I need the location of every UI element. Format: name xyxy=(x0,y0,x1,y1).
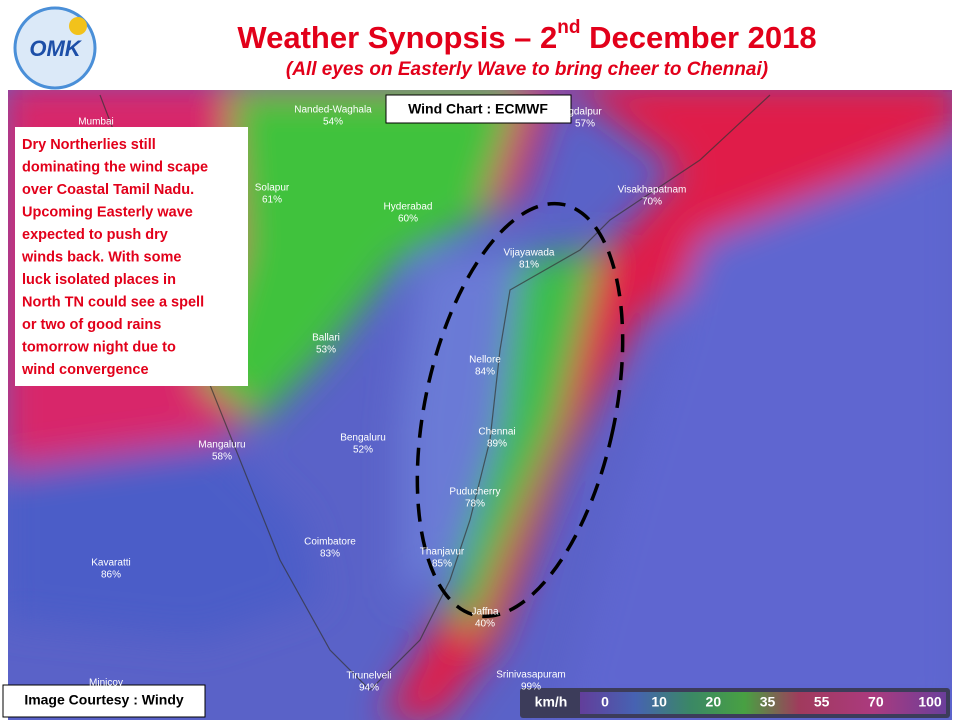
note-line: over Coastal Tamil Nadu. xyxy=(22,182,194,198)
city-humidity: 81% xyxy=(519,260,539,271)
note: Dry Northerlies still dominating the wind… xyxy=(21,137,208,378)
legend-unit: km/h xyxy=(535,694,568,710)
city-name: Kavaratti xyxy=(91,558,130,569)
subtitle: (All eyes on Easterly Wave to bring chee… xyxy=(286,59,768,80)
city-name: Solapur xyxy=(255,183,290,194)
city-name: Mumbai xyxy=(78,117,114,128)
city-humidity: 70% xyxy=(642,197,662,208)
title-sup: nd xyxy=(557,17,580,38)
city-name: Chennai xyxy=(478,427,515,438)
city-humidity: 52% xyxy=(353,445,373,456)
city-name: Mangaluru xyxy=(198,440,245,451)
city-name: Nellore xyxy=(469,355,501,366)
city-name: Vijayawada xyxy=(504,248,555,259)
city-humidity: 94% xyxy=(359,683,379,694)
city-humidity: 99% xyxy=(521,682,541,693)
chart-label-box xyxy=(385,94,572,124)
legend-step: 35 xyxy=(760,694,776,710)
legend-step: 100 xyxy=(918,694,942,710)
legend-step: 10 xyxy=(651,694,667,710)
logo: OMK xyxy=(13,6,97,90)
city-name: Thanjavur xyxy=(420,547,465,558)
city-humidity: 83% xyxy=(320,549,340,560)
city-name: Puducherry xyxy=(449,487,500,498)
wind-map xyxy=(8,90,952,720)
city-name: Bengaluru xyxy=(340,433,386,444)
credit: Image Courtesy : Windy xyxy=(24,692,184,708)
city-name: Ballari xyxy=(312,333,340,344)
note-line: wind convergence xyxy=(21,362,149,378)
legend-step: 70 xyxy=(868,694,884,710)
note-line: Dry Northerlies still xyxy=(22,137,156,153)
city-name: Jaffna xyxy=(471,607,498,618)
note-line: dominating the wind scape xyxy=(22,159,208,175)
note-line: Upcoming Easterly wave xyxy=(22,204,193,220)
note-box xyxy=(15,127,248,386)
city-name: Hyderabad xyxy=(384,202,433,213)
credit-box xyxy=(2,684,206,718)
chart-label: Wind Chart : ECMWF xyxy=(408,101,548,117)
city-name: Srinivasapuram xyxy=(496,670,565,681)
city-name: Nanded-Waghala xyxy=(294,105,372,116)
city-humidity: 86% xyxy=(101,570,121,581)
city-humidity: 40% xyxy=(475,619,495,630)
city-humidity: 84% xyxy=(475,367,495,378)
legend-step: 55 xyxy=(814,694,830,710)
city-humidity: 58% xyxy=(212,452,232,463)
city-humidity: 54% xyxy=(323,117,343,128)
city-humidity: 60% xyxy=(398,214,418,225)
city-humidity: 61% xyxy=(262,195,282,206)
city-name: Visakhapatnam xyxy=(618,185,687,196)
note-line: North TN could see a spell xyxy=(22,294,204,310)
title-part: Weather Synopsis – 2 xyxy=(237,20,557,55)
legend-step: 0 xyxy=(601,694,609,710)
city-name: gdalpur xyxy=(568,107,602,118)
title-part: December 2018 xyxy=(581,20,817,55)
logo-text: OMK xyxy=(29,36,82,61)
note-line: luck isolated places in xyxy=(22,272,176,288)
note-line: expected to push dry xyxy=(22,227,168,243)
legend-gradient xyxy=(580,692,946,714)
note-line: tomorrow night due to xyxy=(22,339,176,355)
title: Weather Synopsis – 2nd December 2018 xyxy=(237,17,816,55)
city-name: Tirunelveli xyxy=(346,671,391,682)
legend: km/h 0 10 20 35 55 70 100 xyxy=(535,694,942,710)
note-line: or two of good rains xyxy=(22,317,161,333)
city-name: Coimbatore xyxy=(304,537,356,548)
city-humidity: 53% xyxy=(316,345,336,356)
city-humidity: 89% xyxy=(487,439,507,450)
city-humidity: 85% xyxy=(432,559,452,570)
city-humidity: 57% xyxy=(575,119,595,130)
note-line: winds back. With some xyxy=(21,249,181,265)
city-name: Minicoy xyxy=(89,678,123,689)
city-humidity: 78% xyxy=(465,499,485,510)
legend-step: 20 xyxy=(706,694,722,710)
